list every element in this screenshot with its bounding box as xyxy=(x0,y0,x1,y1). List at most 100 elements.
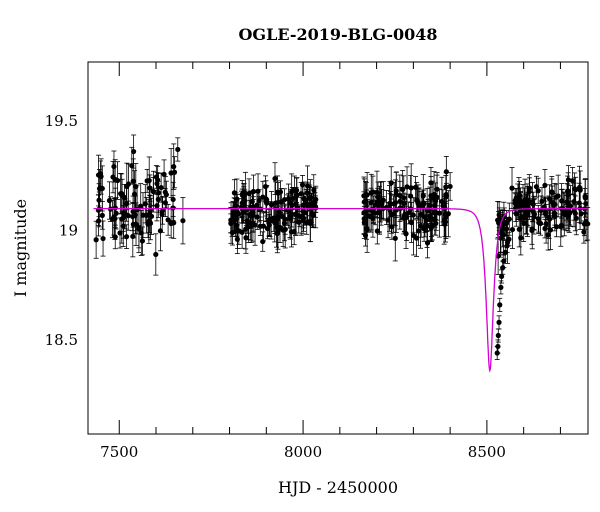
data-point xyxy=(130,215,136,258)
point-marker xyxy=(309,211,315,217)
data-point xyxy=(368,173,374,212)
point-marker xyxy=(376,209,382,216)
data-point xyxy=(171,143,177,190)
point-marker xyxy=(113,210,119,216)
point-marker xyxy=(415,228,422,234)
data-point xyxy=(292,192,299,236)
point-marker xyxy=(559,198,565,204)
data-point xyxy=(404,166,410,208)
data-point xyxy=(148,197,155,235)
point-marker xyxy=(497,302,503,308)
data-points xyxy=(93,134,591,361)
y-tick-label: 18.5 xyxy=(45,331,78,349)
data-point xyxy=(120,196,127,239)
point-marker xyxy=(100,235,106,242)
point-marker xyxy=(245,224,252,230)
data-point xyxy=(106,181,113,220)
data-point xyxy=(533,175,540,198)
point-marker xyxy=(263,198,269,204)
point-marker xyxy=(530,201,536,207)
data-point xyxy=(286,192,292,229)
point-marker xyxy=(443,184,449,190)
point-marker xyxy=(408,185,414,191)
point-marker xyxy=(239,229,245,235)
point-marker xyxy=(170,196,176,203)
point-marker xyxy=(277,224,283,231)
point-marker xyxy=(282,216,288,222)
point-marker xyxy=(402,211,408,217)
point-marker xyxy=(307,220,314,227)
data-point xyxy=(145,210,151,239)
data-point xyxy=(132,195,138,235)
point-marker xyxy=(535,216,541,222)
point-marker xyxy=(506,236,512,242)
point-marker xyxy=(132,212,138,218)
point-marker xyxy=(171,169,178,175)
point-marker xyxy=(565,192,571,198)
data-point xyxy=(157,210,164,252)
point-marker xyxy=(288,229,295,235)
data-point xyxy=(498,280,504,295)
point-marker xyxy=(410,232,417,239)
point-marker xyxy=(499,273,505,280)
point-marker xyxy=(163,192,169,198)
point-marker xyxy=(296,219,302,225)
data-point xyxy=(417,203,424,249)
point-marker xyxy=(260,238,266,245)
data-point xyxy=(245,213,252,240)
data-point xyxy=(114,161,121,200)
point-marker xyxy=(147,185,153,191)
point-marker xyxy=(421,201,427,207)
point-marker xyxy=(526,189,532,195)
data-point xyxy=(573,176,579,203)
y-tick-labels: 18.5 19 19.5 xyxy=(45,112,78,349)
data-point xyxy=(543,196,549,227)
point-marker xyxy=(553,194,559,200)
point-marker xyxy=(509,226,516,233)
data-point xyxy=(153,165,159,189)
point-marker xyxy=(254,214,260,220)
point-marker xyxy=(281,220,288,226)
point-marker xyxy=(157,228,164,234)
point-marker xyxy=(165,217,171,223)
point-marker xyxy=(523,214,529,220)
data-point xyxy=(272,206,278,234)
point-marker xyxy=(547,227,554,233)
point-marker xyxy=(268,201,275,208)
point-marker xyxy=(400,186,406,193)
data-point xyxy=(408,163,414,213)
point-marker xyxy=(417,223,424,229)
point-marker xyxy=(578,211,584,217)
data-point xyxy=(131,134,137,169)
point-marker xyxy=(498,284,504,290)
point-marker xyxy=(553,224,560,230)
point-marker xyxy=(144,178,150,184)
data-point xyxy=(123,224,130,249)
chart-title: OGLE-2019-BLG-0048 xyxy=(238,25,437,44)
data-point xyxy=(418,191,424,238)
point-marker xyxy=(404,184,410,190)
data-point xyxy=(98,158,104,195)
point-marker xyxy=(272,175,278,182)
data-point xyxy=(535,204,541,233)
point-marker xyxy=(447,183,453,190)
data-point xyxy=(272,162,278,195)
point-marker xyxy=(408,219,415,226)
point-marker xyxy=(536,220,542,226)
x-axis-label: HJD - 2450000 xyxy=(278,478,398,497)
point-marker xyxy=(289,211,295,217)
point-marker xyxy=(583,218,589,225)
point-marker xyxy=(503,226,510,232)
point-marker xyxy=(439,198,445,205)
point-marker xyxy=(521,220,527,227)
data-point xyxy=(380,181,386,220)
y-tick-label: 19.5 xyxy=(45,112,78,130)
data-point xyxy=(144,168,150,193)
data-point xyxy=(307,204,314,243)
point-marker xyxy=(250,210,256,216)
data-point xyxy=(427,201,433,231)
data-point xyxy=(509,210,516,249)
point-marker xyxy=(518,235,524,241)
data-point xyxy=(392,215,398,262)
data-point xyxy=(111,150,117,183)
